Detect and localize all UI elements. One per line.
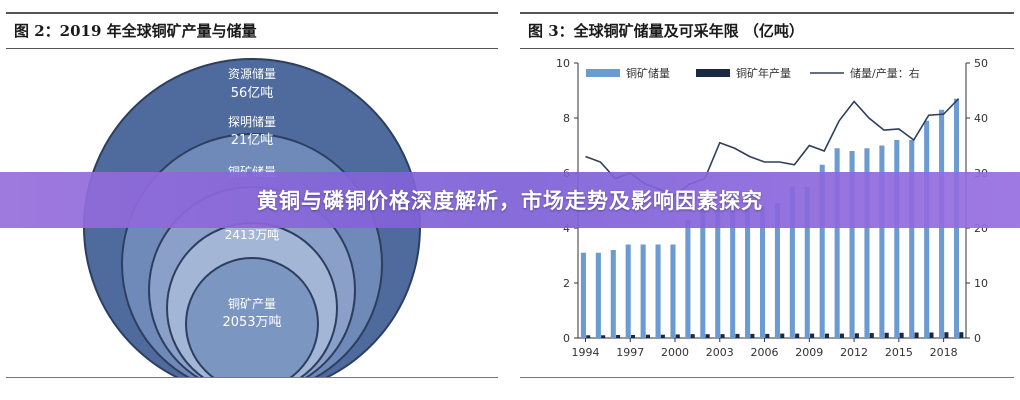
circle-value-resource: 56亿吨	[231, 86, 274, 101]
bar-reserves	[849, 151, 855, 338]
bar-production	[839, 333, 844, 338]
figure-left-title: 图 2：2019 年全球铜矿产量与储量	[14, 22, 257, 40]
banner-title: 黄铜与磷铜价格深度解析，市场走势及影响因素探究	[257, 189, 763, 213]
figure-left-top-rule	[6, 12, 498, 14]
legend-swatch-production	[696, 69, 730, 77]
y-right-tick-label: 40	[974, 112, 988, 125]
y-left-tick-label: 2	[563, 277, 570, 290]
bar-production	[660, 334, 665, 338]
bar-production	[690, 334, 695, 338]
y-left-tick-label: 0	[563, 332, 570, 345]
bar-reserves	[909, 140, 915, 338]
circle-label-proven: 探明储量	[228, 114, 276, 129]
bar-reserves	[774, 203, 780, 338]
bar-production	[824, 333, 830, 338]
bar-reserves	[894, 140, 900, 338]
bar-reserves	[804, 186, 810, 338]
bar-production	[735, 333, 740, 338]
figure-right-bottom-rule	[520, 377, 1014, 378]
bar-production	[780, 333, 785, 338]
bar-production	[959, 332, 964, 338]
bar-reserves	[700, 208, 706, 338]
bar-reserves	[879, 145, 885, 338]
y-right-tick-label: 0	[974, 332, 981, 345]
bar-reserves	[595, 252, 601, 338]
y-right-tick-label: 10	[974, 277, 988, 290]
circle-label-production: 铜矿产量	[228, 296, 276, 311]
legend-label-production: 铜矿年产量	[736, 66, 791, 80]
bar-reserves	[789, 186, 795, 338]
y-left-tick-label: 8	[563, 112, 570, 125]
bar-production	[899, 332, 904, 338]
bar-reserves	[864, 148, 870, 338]
reserves-chart: 0246810010203040501994199720002003200620…	[556, 57, 988, 359]
bar-production	[929, 332, 934, 338]
legend-swatch-reserves	[586, 69, 620, 77]
x-tick-label: 2018	[930, 346, 958, 359]
bar-reserves	[655, 244, 661, 338]
bar-reserves	[759, 206, 766, 338]
x-tick-label: 2009	[795, 346, 823, 359]
figure-left-title-rule	[6, 48, 498, 49]
bar-reserves	[670, 244, 676, 338]
bar-production	[750, 333, 755, 338]
bar-reserves	[924, 120, 930, 338]
circle-value-mid: 2413万吨	[225, 228, 280, 242]
x-tick-label: 2006	[751, 346, 779, 359]
bar-reserves	[730, 208, 736, 338]
bar-production	[630, 334, 636, 338]
legend-label-ratio: 储量/产量：右	[850, 66, 920, 80]
bar-production	[601, 335, 606, 338]
figure-right-top-rule	[520, 12, 1014, 14]
x-tick-label: 2012	[840, 346, 868, 359]
bar-production	[810, 333, 815, 338]
bar-reserves	[580, 252, 586, 338]
y-right-tick-label: 50	[974, 57, 988, 70]
figure-right-title: 图 3：全球铜矿储量及可采年限 （亿吨）	[528, 22, 804, 40]
bar-production	[705, 334, 710, 338]
bar-production	[795, 333, 800, 338]
bar-production	[914, 332, 919, 338]
y-left-tick-label: 10	[556, 57, 570, 70]
bar-production	[616, 334, 621, 338]
bar-reserves	[610, 250, 616, 338]
legend-label-reserves: 铜矿储量	[626, 66, 670, 80]
bar-production	[854, 333, 859, 338]
bar-reserves	[745, 208, 751, 338]
bar-reserves	[715, 208, 721, 338]
x-tick-label: 2000	[661, 346, 689, 359]
figure-left-bottom-rule	[6, 377, 498, 378]
bar-production	[944, 332, 949, 338]
y-left-tick-label: 4	[563, 222, 570, 235]
circle-label-resource: 资源储量	[228, 66, 276, 81]
title-banner: 黄铜与磷铜价格深度解析，市场走势及影响因素探究	[0, 172, 1020, 228]
bar-production	[869, 333, 874, 338]
bar-production	[586, 335, 591, 338]
x-tick-label: 2003	[706, 346, 734, 359]
circle-value-production: 2053万吨	[222, 315, 281, 330]
figure-right-title-rule	[520, 48, 1014, 49]
bar-reserves	[685, 219, 691, 338]
bar-reserves	[625, 244, 631, 338]
bar-production	[675, 334, 680, 338]
bar-production	[645, 334, 650, 338]
x-tick-label: 2015	[885, 346, 913, 359]
bar-reserves	[834, 148, 840, 338]
x-tick-label: 1997	[616, 346, 644, 359]
bar-reserves	[819, 164, 825, 338]
bar-production	[765, 333, 770, 338]
bar-production	[884, 332, 889, 338]
bar-production	[720, 334, 725, 338]
circle-value-proven: 21亿吨	[231, 133, 274, 148]
circle-copper-production	[185, 257, 319, 378]
x-tick-label: 1994	[571, 346, 599, 359]
bar-reserves	[640, 244, 646, 338]
